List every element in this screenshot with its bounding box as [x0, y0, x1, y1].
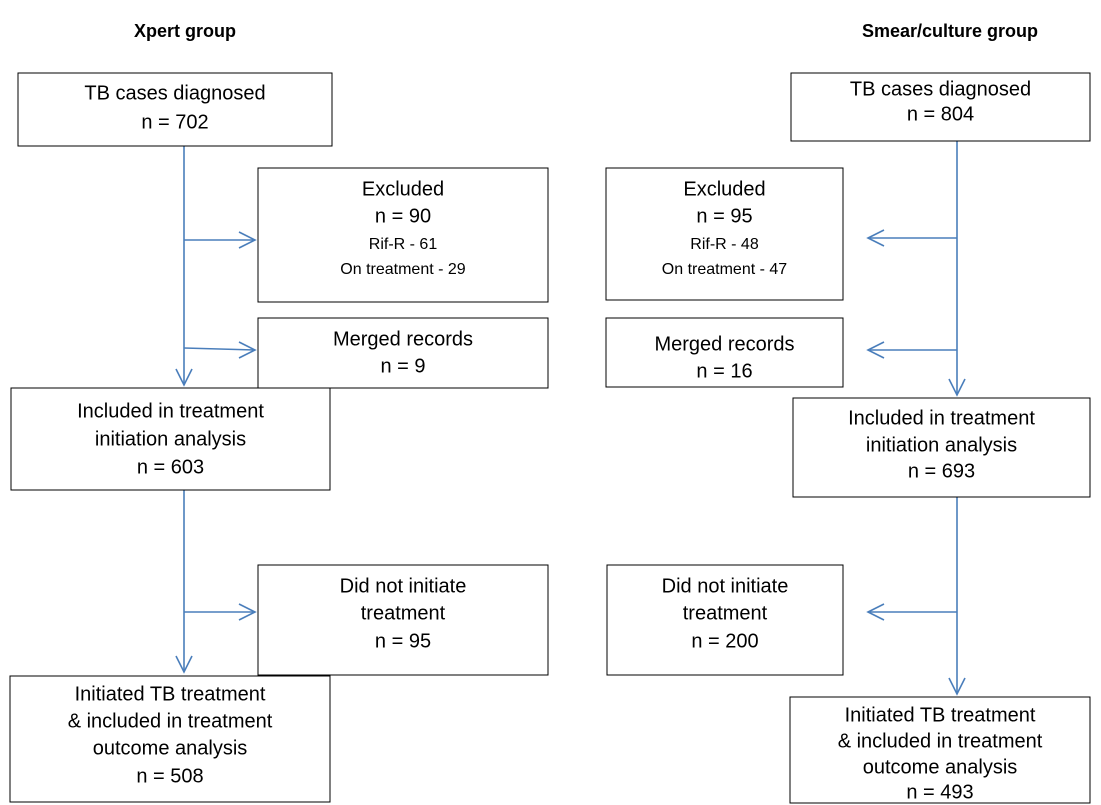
box-text: Initiated TB treatment	[75, 683, 266, 705]
box-text: n = 90	[375, 205, 431, 227]
box-text: n = 95	[696, 205, 752, 227]
box-text: Initiated TB treatment	[845, 704, 1036, 726]
arrowhead	[866, 603, 885, 621]
box-text: treatment	[361, 602, 446, 624]
box-text: Rif-R - 61	[369, 236, 438, 253]
box	[9, 675, 331, 803]
box	[606, 564, 844, 676]
flow-box: Merged records n = 16	[605, 317, 844, 388]
arrowhead	[238, 231, 257, 249]
box-text: n = 200	[691, 630, 758, 652]
arrowhead	[866, 229, 885, 247]
box-text: Did not initiate	[662, 575, 789, 597]
box-text: Included in treatment	[77, 400, 264, 422]
box	[10, 387, 331, 491]
connectors	[175, 141, 966, 696]
box	[792, 397, 1091, 498]
flow-box: Excluded n = 95 Rif-R - 48 On treatment - 4…	[605, 167, 844, 301]
box	[605, 167, 844, 301]
flow-box: Included in treatment initiation analysis…	[792, 397, 1091, 498]
box-text: treatment	[683, 602, 768, 624]
flow-box: TB cases diagnosed n = 702	[17, 72, 333, 147]
box-text: Merged records	[333, 328, 473, 350]
box	[257, 564, 549, 676]
box-text: n = 603	[137, 456, 204, 478]
arrowhead	[238, 341, 257, 359]
arrowhead	[175, 368, 193, 387]
box	[790, 72, 1091, 142]
box	[257, 317, 549, 389]
flow-box: Did not initiate treatment n = 95	[257, 564, 549, 676]
box-text: Excluded	[362, 178, 444, 200]
box-text: n = 16	[696, 360, 752, 382]
box-text: initiation analysis	[866, 434, 1017, 456]
group: Xpert group TB cases diagnosed n = 702 Excl…	[9, 21, 549, 803]
arrowhead	[238, 603, 257, 621]
group-title: Smear/culture group	[862, 21, 1038, 41]
flow-box: Initiated TB treatment & included in trea…	[789, 696, 1091, 804]
box	[605, 317, 844, 388]
flow-box: Merged records n = 9	[257, 317, 549, 389]
group-title: Xpert group	[134, 21, 236, 41]
box-text: Merged records	[654, 333, 794, 355]
box-text: Did not initiate	[340, 575, 467, 597]
box-text: Included in treatment	[848, 407, 1035, 429]
box-text: n = 702	[141, 111, 208, 133]
flow-box: Excluded n = 90 Rif-R - 61 On treatment - 2…	[257, 167, 549, 303]
box-text: n = 508	[136, 765, 203, 787]
flow-box: Included in treatment initiation analysis…	[10, 387, 331, 491]
box-text: n = 493	[906, 781, 973, 803]
arrowhead	[866, 341, 885, 359]
box-text: TB cases diagnosed	[84, 82, 265, 104]
box-text: initiation analysis	[95, 428, 246, 450]
flow-box: Initiated TB treatment & included in trea…	[9, 675, 331, 803]
box	[789, 696, 1091, 804]
group: Smear/culture group TB cases diagnosed n =…	[605, 21, 1091, 804]
arrowhead	[175, 655, 193, 674]
arrowhead	[948, 677, 966, 696]
box-text: n = 9	[380, 355, 425, 377]
box-text: Rif-R - 48	[690, 236, 759, 253]
flow-box: TB cases diagnosed n = 804	[790, 72, 1091, 142]
box-text: outcome analysis	[863, 756, 1018, 778]
arrowhead	[948, 378, 966, 397]
box-text: n = 804	[907, 103, 974, 125]
box-text: On treatment - 29	[340, 261, 465, 278]
box	[17, 72, 333, 147]
box-text: On treatment - 47	[662, 261, 787, 278]
box-text: n = 693	[908, 460, 975, 482]
box-text: & included in treatment	[838, 730, 1043, 752]
box-text: TB cases diagnosed	[850, 78, 1031, 100]
connector	[183, 347, 256, 351]
box-text: Excluded	[683, 178, 765, 200]
box-text: outcome analysis	[93, 737, 248, 759]
flow-box: Did not initiate treatment n = 200	[606, 564, 844, 676]
box-text: & included in treatment	[68, 710, 273, 732]
box-text: n = 95	[375, 630, 431, 652]
box	[257, 167, 549, 303]
